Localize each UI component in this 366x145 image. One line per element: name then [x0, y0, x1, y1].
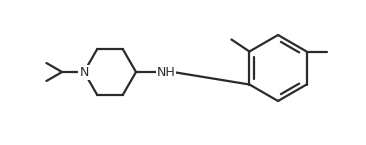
Text: N: N	[79, 66, 89, 78]
Text: NH: NH	[157, 66, 175, 78]
